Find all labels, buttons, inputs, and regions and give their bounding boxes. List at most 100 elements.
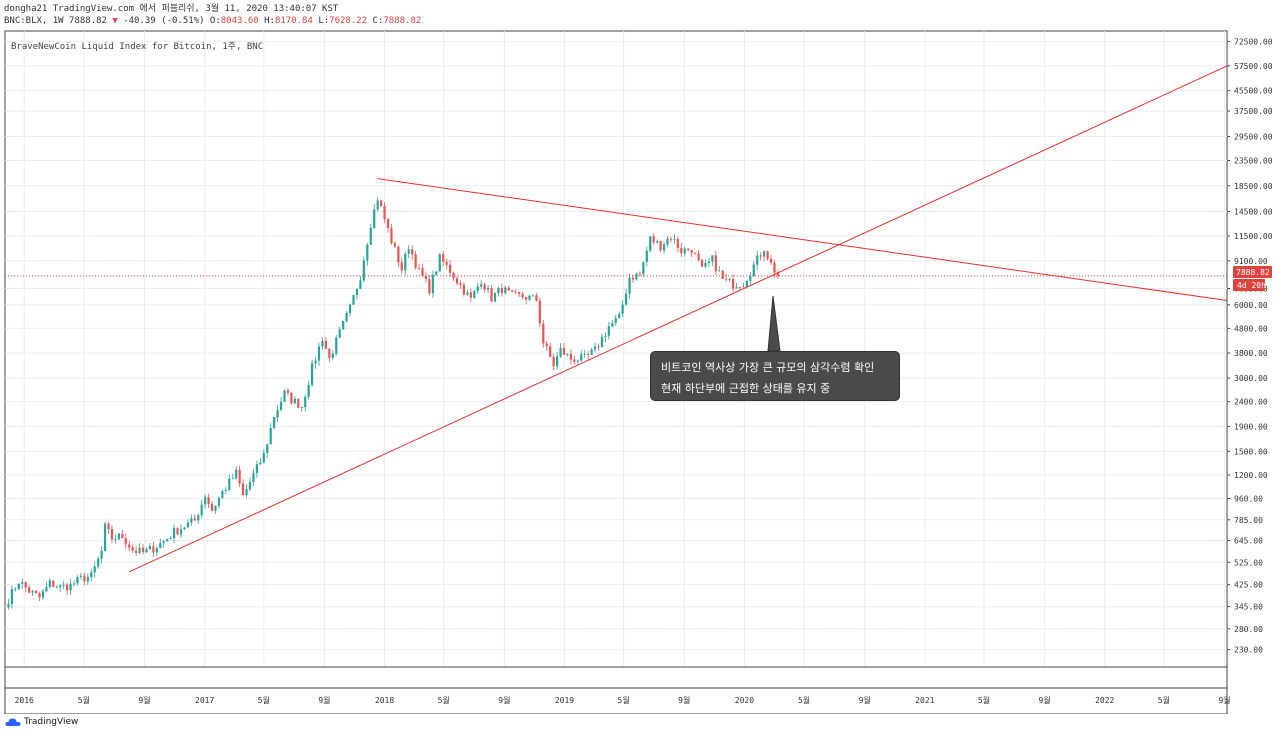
candle-body [649, 236, 652, 251]
brand-name: TradingView [24, 717, 79, 727]
plot-frame [4, 30, 1228, 715]
candle-body [714, 255, 717, 271]
candle-body [566, 353, 569, 355]
candle-body [469, 292, 472, 298]
y-tick-label: 3800.00 [1234, 349, 1268, 358]
candle-body [542, 323, 545, 344]
candle-body [718, 270, 721, 272]
x-tick-label: 5월 [978, 695, 990, 705]
x-tick-label: 9월 [1039, 695, 1051, 705]
candle-body [231, 478, 234, 480]
symbol-label[interactable]: BNC:BLX, 1W 7888.82 [4, 16, 107, 26]
candle-body [90, 572, 93, 577]
y-tick-label: 3000.00 [1234, 374, 1268, 383]
x-tick-label: 5월 [1158, 695, 1170, 705]
candle-body [366, 244, 369, 261]
x-tick-label: 9월 [1218, 695, 1230, 705]
candle-body [656, 241, 659, 243]
candle-body [673, 238, 676, 240]
candle-body [583, 354, 586, 355]
candlestick-series[interactable] [7, 197, 780, 610]
candle-body [490, 288, 493, 302]
x-tick-label: 2018 [375, 696, 394, 705]
candle-body [614, 318, 617, 323]
candle-body [283, 390, 286, 402]
candle-body [221, 491, 224, 498]
x-tick-label: 5월 [258, 695, 270, 705]
annotation-callout[interactable]: 비트코인 역사상 가장 큰 규모의 삼각수렴 확인 현재 하단부에 근접한 상태… [650, 351, 900, 401]
candle-body [348, 304, 352, 313]
candle-body [214, 505, 217, 511]
candle-body [462, 284, 466, 295]
candle-body [197, 515, 200, 521]
candle-body [483, 284, 486, 290]
candle-body [642, 261, 645, 275]
y-tick-label: 230.00 [1234, 646, 1263, 655]
candle-body [28, 587, 31, 593]
candle-body [93, 566, 96, 573]
candle-body [597, 346, 600, 348]
down-arrow-icon: ▼ [112, 16, 118, 26]
candle-body [210, 503, 214, 511]
y-tick-label: 1500.00 [1234, 447, 1268, 456]
candle-body [607, 326, 610, 336]
candle-body [34, 590, 38, 594]
candle-body [314, 360, 317, 364]
candle-body [345, 312, 348, 322]
x-tick-label: 9월 [318, 695, 330, 705]
candle-body [476, 286, 479, 292]
low-label: L: [318, 16, 330, 26]
x-tick-label: 5월 [438, 695, 450, 705]
y-tick-label: 72500.00 [1234, 37, 1273, 46]
candle-body [172, 528, 176, 539]
candle-body [176, 528, 179, 535]
candle-body [204, 497, 207, 505]
time-axis[interactable]: 2016 5월 9월 2017 5월 9월 2018 5월 9월 2019 5월 9월 2020 5월 9월… [15, 695, 1231, 705]
tradingview-logo[interactable]: TradingView [5, 717, 78, 727]
candle-body [397, 246, 400, 263]
candle-body [773, 262, 776, 273]
candle-body [300, 407, 303, 409]
candle-body [562, 348, 566, 355]
candle-body [279, 401, 283, 410]
candle-body [52, 580, 55, 588]
candle-body [269, 428, 272, 445]
x-tick-label: 2022 [1095, 696, 1114, 705]
candle-body [697, 253, 700, 261]
candle-body [117, 533, 120, 540]
candle-body [86, 576, 89, 582]
candle-body [738, 287, 742, 288]
candle-body [103, 523, 107, 552]
candle-body [417, 267, 421, 269]
candle-body [376, 200, 379, 210]
candle-body [97, 558, 100, 567]
trendlines[interactable] [129, 65, 1228, 573]
candle-body [342, 321, 345, 330]
candle-body [76, 576, 79, 584]
y-tick-label: 14500.00 [1234, 208, 1273, 217]
y-tick-label: 280.00 [1234, 625, 1263, 634]
candle-body [752, 264, 755, 277]
price-axis[interactable]: 230.00 280.00 345.00 425.00 525.00 645.00 785.… [1227, 37, 1273, 655]
candle-body [407, 249, 410, 254]
candle-body [694, 252, 697, 254]
candle-body [676, 238, 679, 248]
y-tick-label: 18500.00 [1234, 182, 1273, 191]
candle-body [14, 589, 17, 590]
x-tick-label: 9월 [859, 695, 871, 705]
candle-body [435, 271, 438, 275]
publish-info: dongha21 TradingView.com 에서 퍼블리쉬, 3월 11,… [4, 4, 339, 14]
open-label: O: [209, 16, 221, 26]
candle-body [276, 409, 279, 418]
series-legend[interactable]: BraveNewCoin Liquid Index for Bitcoin, 1… [11, 42, 264, 52]
candle-body [328, 348, 331, 358]
y-tick-label: 6000.00 [1234, 301, 1268, 310]
candle-body [449, 264, 452, 273]
candle-body [555, 356, 559, 367]
candle-body [66, 584, 69, 591]
candle-body [424, 276, 428, 279]
candle-body [24, 582, 27, 588]
candle-body [121, 533, 124, 539]
candle-body [590, 349, 593, 355]
